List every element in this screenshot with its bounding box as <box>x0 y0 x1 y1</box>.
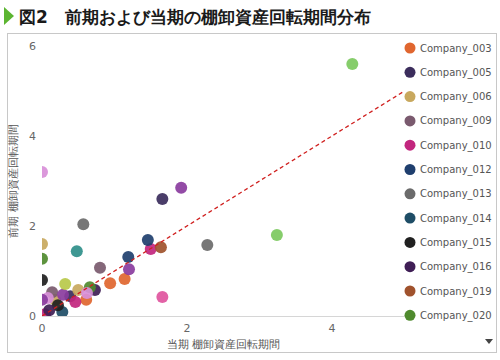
legend-swatch <box>405 91 416 102</box>
scatter-point <box>346 58 358 70</box>
legend-label: Company_006 <box>420 91 492 103</box>
legend-swatch <box>405 310 416 321</box>
legend-swatch <box>405 115 416 126</box>
scatter-point <box>142 234 154 246</box>
scatter-point <box>156 193 168 205</box>
legend-swatch <box>405 286 416 297</box>
legend-label: Company_005 <box>420 67 492 79</box>
legend-label: Company_014 <box>420 213 492 225</box>
scatter-point <box>94 262 106 274</box>
plot-area <box>42 58 405 316</box>
scatter-point <box>156 291 168 303</box>
legend-swatch <box>405 261 416 272</box>
scatter-point <box>71 245 83 257</box>
y-tick-label: 6 <box>29 40 36 53</box>
legend-swatch <box>405 188 416 199</box>
scatter-point <box>59 278 71 290</box>
x-tick-label: 2 <box>184 322 191 335</box>
title: 図2 前期および当期の棚卸資産回転期間分布 <box>19 7 371 27</box>
legend-scroll-arrow <box>485 339 493 344</box>
scatter-point <box>42 294 48 306</box>
x-axis-label: 当期 棚卸資産回転期間 <box>167 338 280 350</box>
y-tick-label: 2 <box>29 220 36 233</box>
scatter-point <box>175 182 187 194</box>
legend-swatch <box>405 237 416 248</box>
scatter-point <box>122 251 134 263</box>
legend-label: Company_019 <box>420 286 492 298</box>
chart: 図2 前期および当期の棚卸資産回転期間分布 0 2 4 0 2 4 6 当期 棚卸資産回転期間 前… <box>0 0 500 360</box>
scatter-point <box>57 289 69 301</box>
legend: Company_003 Company_005 Company_006 Company… <box>405 43 492 322</box>
scatter-point <box>42 166 48 178</box>
x-tick-label: 0 <box>39 322 46 335</box>
legend-label: Company_013 <box>420 188 492 200</box>
legend-swatch <box>405 67 416 78</box>
x-axis-line <box>42 316 405 317</box>
y-tick-label: 0 <box>29 310 36 323</box>
legend-label: Company_009 <box>420 115 492 127</box>
legend-swatch <box>405 43 416 54</box>
legend-swatch <box>405 213 416 224</box>
y-tick-label: 4 <box>29 130 36 143</box>
legend-label: Company_010 <box>420 140 492 152</box>
legend-label: Company_003 <box>420 43 492 55</box>
scatter-point <box>104 277 116 289</box>
legend-swatch <box>405 140 416 151</box>
legend-swatch <box>405 164 416 175</box>
scatter-point <box>201 239 213 251</box>
chart-frame <box>8 34 497 353</box>
reference-line <box>42 91 405 316</box>
title-marker <box>4 7 14 25</box>
scatter-point <box>42 274 48 286</box>
y-axis-label: 前期 棚卸資産回転期間 <box>7 124 19 237</box>
scatter-point <box>77 218 89 230</box>
legend-label: Company_016 <box>420 261 492 273</box>
scatter-point <box>42 238 48 250</box>
legend-label: Company_015 <box>420 237 492 249</box>
scatter-point <box>69 296 81 308</box>
scatter-point <box>123 263 135 275</box>
legend-label: Company_012 <box>420 164 492 176</box>
scatter-point <box>42 253 48 265</box>
x-tick-label: 4 <box>329 322 336 335</box>
scatter-point <box>155 241 167 253</box>
legend-label: Company_020 <box>420 310 492 322</box>
scatter-point <box>271 229 283 241</box>
